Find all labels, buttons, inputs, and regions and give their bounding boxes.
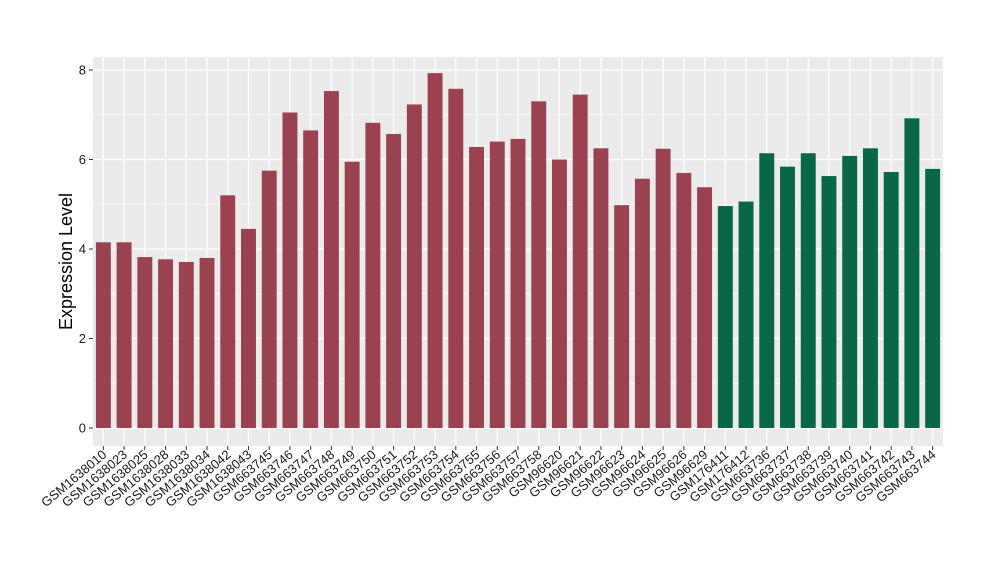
bar-GSM663746 (282, 112, 298, 428)
bar-GSM96621 (572, 94, 588, 429)
bar-GSM1638043 (241, 228, 256, 428)
bar-GSM663741 (862, 148, 878, 428)
bar-GSM96626 (676, 172, 692, 428)
bar-GSM96624 (634, 178, 650, 428)
bar-GSM96629 (697, 187, 713, 428)
y-tick-label: 4 (79, 242, 86, 257)
bar-GSM663758 (531, 101, 547, 428)
bar-GSM1638025 (137, 257, 153, 428)
bar-GSM663736 (759, 153, 775, 429)
bar-GSM176411 (717, 206, 733, 428)
bar-GSM1638010 (95, 242, 111, 428)
bar-GSM176412 (738, 201, 754, 428)
bars (95, 73, 941, 429)
bar-GSM663752 (406, 104, 422, 429)
bar-GSM1638023 (116, 242, 132, 428)
bar-GSM663740 (842, 155, 858, 429)
bar-GSM663755 (469, 146, 484, 428)
y-tick-label: 8 (79, 63, 86, 78)
bar-GSM663747 (303, 130, 319, 428)
bar-GSM663754 (448, 88, 464, 429)
bar-GSM663739 (821, 176, 837, 428)
bar-GSM1638028 (158, 259, 174, 428)
y-tick-label: 2 (79, 331, 86, 346)
bar-GSM663751 (386, 133, 402, 428)
bar-GSM663744 (925, 168, 941, 428)
bar-GSM1638034 (199, 257, 215, 428)
bar-GSM1638042 (220, 195, 236, 428)
bar-GSM663745 (261, 170, 277, 428)
bar-GSM96622 (593, 148, 609, 428)
y-tick-label: 0 (79, 421, 86, 436)
y-axis: 0 2 4 6 8 (79, 63, 93, 436)
bar-GSM663756 (489, 141, 505, 428)
bar-GSM663743 (904, 118, 920, 428)
bar-GSM663757 (510, 138, 526, 429)
bar-GSM96620 (552, 159, 567, 428)
y-tick-label: 6 (79, 152, 86, 167)
bar-GSM96625 (655, 148, 671, 428)
bar-GSM663742 (883, 172, 899, 428)
bar-GSM663750 (365, 122, 381, 429)
bar-GSM663738 (800, 153, 816, 429)
x-axis: GSM1638010GSM1638023GSM1638025GSM1638028… (38, 446, 939, 510)
bar-GSM1638033 (178, 261, 194, 428)
bar-GSM96623 (614, 205, 630, 428)
bar-GSM663737 (780, 166, 795, 428)
bar-GSM663753 (427, 73, 443, 428)
y-axis-title: Expression Level (56, 193, 76, 330)
bar-GSM663748 (323, 91, 339, 428)
bar-GSM663749 (344, 161, 360, 429)
